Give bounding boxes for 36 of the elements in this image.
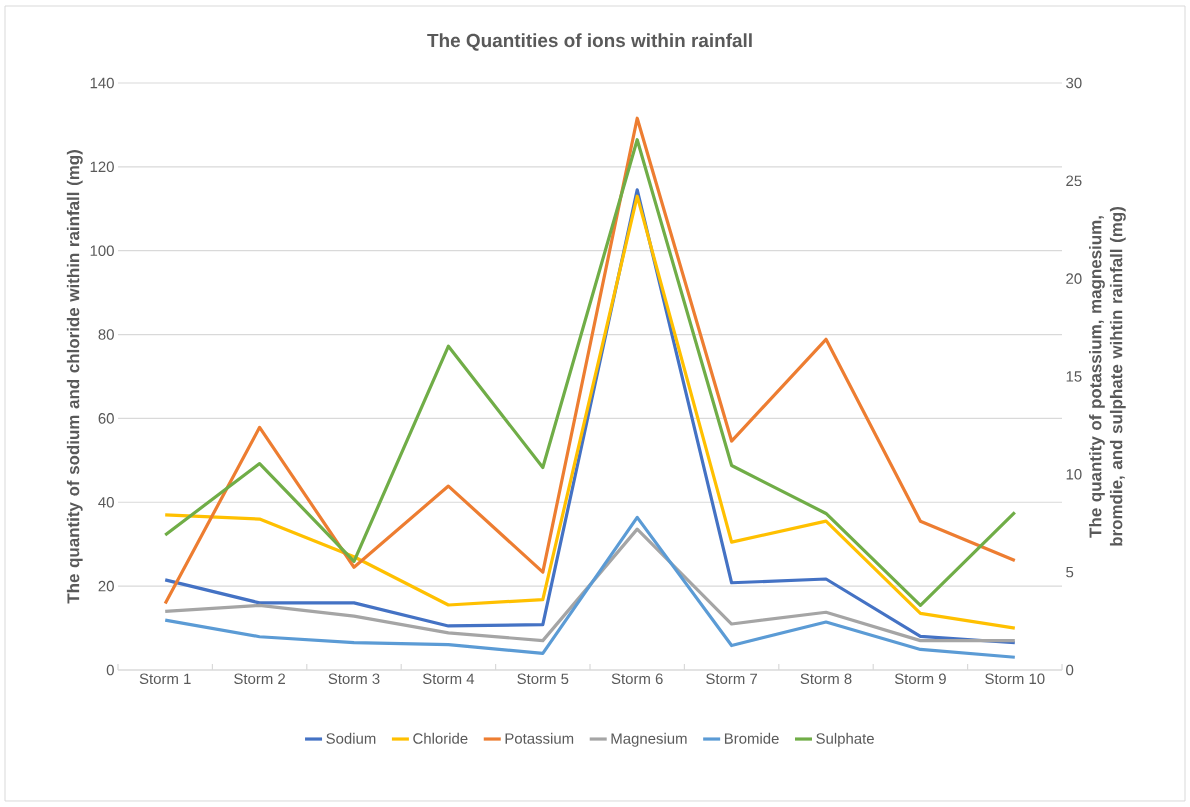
y2-tick-label: 15	[1066, 371, 1082, 382]
y2-tick-label: 20	[1066, 273, 1082, 284]
legend-label: Sulphate	[816, 732, 874, 747]
x-tick-label: Storm 9	[894, 673, 946, 685]
y2-tick-label: 30	[1066, 77, 1082, 89]
x-tick-label: Storm 10	[985, 673, 1045, 685]
legend-label: Bromide	[724, 732, 779, 744]
legend-label: Sodium	[326, 732, 376, 744]
x-tick-label: Storm 8	[800, 673, 852, 685]
y-tick-label: 80	[98, 329, 114, 340]
x-tick-label: Storm 1	[139, 673, 191, 685]
y-tick-label: 0	[106, 664, 114, 676]
y2-axis-title: The quantity of potassium, magnesium, bromdie, and sulphate wihtin rainfall (mg)	[1089, 207, 1126, 546]
x-tick-label: Storm 6	[611, 673, 663, 685]
y-tick-label: 100	[90, 245, 114, 256]
x-tick-label: Storm 5	[517, 673, 569, 685]
x-tick-label: Storm 3	[328, 673, 380, 685]
x-tick-label: Storm 2	[234, 673, 286, 685]
x-tick-label: Storm 4	[422, 673, 475, 685]
x-tick-label: Storm 7	[706, 673, 758, 685]
legend-label: Magnesium	[611, 732, 687, 747]
y-tick-label: 40	[98, 496, 114, 508]
y2-tick-label: 25	[1066, 175, 1082, 187]
y-tick-label: 60	[98, 413, 114, 424]
legend-label: Potassium	[505, 732, 574, 744]
chart-title: The Quantities of ions within rainfall	[427, 33, 752, 51]
y2-tick-label: 10	[1066, 469, 1082, 480]
y-axis-title: The quantity of sodium and chloride within rainfall (mg)	[66, 150, 83, 604]
line-series	[163, 515, 1017, 659]
line-series	[163, 527, 1017, 643]
y2-tick-label: 0	[1066, 664, 1074, 676]
y2-tick-label: 5	[1066, 566, 1074, 578]
legend-label: Chloride	[413, 732, 468, 744]
y-tick-label: 120	[90, 161, 114, 173]
y-tick-label: 140	[90, 77, 114, 89]
y-tick-label: 20	[98, 580, 114, 592]
